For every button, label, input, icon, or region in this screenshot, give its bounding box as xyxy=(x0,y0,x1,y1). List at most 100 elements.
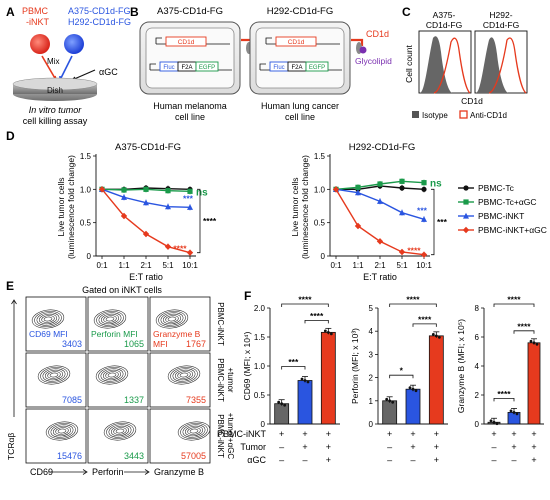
replicate-dot xyxy=(326,330,330,334)
x-tick-label: 10:1 xyxy=(416,261,432,270)
mfi-value: 3403 xyxy=(62,339,82,349)
panel-d-letter: D xyxy=(6,129,15,143)
cell2-caption-1: Human lung cancer xyxy=(261,101,339,111)
anti-cd1d-hist-2 xyxy=(488,37,527,94)
y-tick-label: 1.0 xyxy=(80,185,92,194)
matrix-cell: + xyxy=(531,429,536,439)
x-tick-label: 10:1 xyxy=(182,261,198,270)
y-tick-label: 0.5 xyxy=(314,219,326,228)
x-tick-label: 2:1 xyxy=(140,261,152,270)
c-title1a: A375- xyxy=(433,10,456,20)
y-tick-label: 1.0 xyxy=(314,185,326,194)
data-point xyxy=(143,199,149,206)
caption-a-2: cell killing assay xyxy=(23,116,88,126)
y-axis-label: Live tumor cells xyxy=(56,177,66,236)
annotation-blue-stars: *** xyxy=(183,193,194,203)
flow-x-label: Perforin xyxy=(92,467,124,477)
y-tick-label: 1.5 xyxy=(314,152,326,161)
significance-bracket xyxy=(197,188,201,254)
data-point xyxy=(398,248,406,256)
significance-stars: *** xyxy=(288,357,299,367)
isotype-hist-1 xyxy=(420,36,452,93)
legend-anti: Anti-CD1d xyxy=(470,111,507,120)
mfi-title: Granzyme B xyxy=(153,329,201,339)
legend-marker xyxy=(463,199,469,205)
glycolipid-label: Glycolipid xyxy=(355,56,392,66)
panel-c: C A375- CD1d-FG H292- CD1d-FG Cell count… xyxy=(402,5,528,120)
bar-chart-granzyme-b: 0 2 4 6 8 Granzyme B (MFI; x 10⁵) **** **** **** xyxy=(456,295,544,429)
flow-plot xyxy=(87,352,149,408)
matrix-cell: + xyxy=(387,429,392,439)
row-label: +tumor xyxy=(226,367,235,392)
gene-cd1d-1: CD1d xyxy=(178,39,195,46)
label-inkt: -iNKT xyxy=(26,17,49,27)
bar xyxy=(382,400,398,425)
flow-plot xyxy=(149,352,211,408)
data-point xyxy=(377,198,383,204)
replicate-dot xyxy=(434,334,438,338)
significance-bracket xyxy=(281,366,306,370)
data-point xyxy=(420,251,428,258)
y-axis-label: CD69 (MFI; x 10⁴) xyxy=(242,331,252,400)
annotation-red-stars: **** xyxy=(407,246,421,256)
c-ylabel: Cell count xyxy=(404,44,414,82)
cd1d-gene-box-1 xyxy=(165,36,207,47)
mfi-title-2: MFI xyxy=(153,339,168,349)
arrow-tumor-icon xyxy=(59,55,73,81)
cell1-caption-1: Human melanoma xyxy=(153,101,227,111)
mfi-value: 57005 xyxy=(181,451,206,461)
flow-x-labels: CD69 Perforin Granzyme B xyxy=(11,299,204,477)
y-tick-label: 2 xyxy=(475,391,480,400)
significance-stars: **** xyxy=(517,321,531,331)
caption-a-1: In vitro tumor xyxy=(29,105,83,115)
matrix-cell: + xyxy=(531,455,536,465)
matrix-cell: + xyxy=(326,442,331,452)
data-point xyxy=(121,194,127,200)
e-ylabel: TCRαβ xyxy=(6,433,16,460)
legend-entry: PBMC-iNKT xyxy=(478,211,524,221)
data-point xyxy=(98,186,106,193)
significance-stars: **** xyxy=(507,295,521,305)
tumor-cell-icon xyxy=(64,34,84,54)
replicate-dot xyxy=(515,412,519,416)
line-chart-a375: A375-CD1d-FG 0 0.5 1.0 1.5 0:1 1:1 2:1 5:1 10:1 E:… xyxy=(56,142,217,282)
glycolipid-icon-2 xyxy=(359,46,367,54)
y-tick-label: 6 xyxy=(475,333,480,342)
matrix-cell: + xyxy=(531,442,536,452)
c-title1b: CD1d-FG xyxy=(426,20,462,30)
matrix-cell: – xyxy=(302,455,307,465)
y-tick-label: 5 xyxy=(369,304,374,313)
data-point xyxy=(165,203,171,210)
legend-marker xyxy=(463,185,469,191)
replicate-dot xyxy=(323,329,327,333)
gene-fluc-1: Fluc xyxy=(163,65,174,71)
replicate-dot xyxy=(388,399,392,403)
matrix-cell: + xyxy=(491,429,496,439)
replicate-dot xyxy=(431,332,435,336)
x-tick-label: 1:1 xyxy=(352,261,364,270)
y-tick-label: 1.0 xyxy=(254,362,266,371)
row-label: PBMC-iNKT xyxy=(216,302,225,346)
matrix-cell: + xyxy=(302,429,307,439)
significance-stars: **** xyxy=(497,389,511,399)
y-tick-label: 2 xyxy=(369,374,374,383)
significance-bracket xyxy=(389,303,437,307)
label-h292: H292-CD1d-FG xyxy=(68,17,131,27)
cd1d-label: CD1d xyxy=(366,29,389,39)
replicate-dot xyxy=(529,339,533,343)
label-dish: Dish xyxy=(47,86,63,95)
matrix-cell: + xyxy=(511,442,516,452)
panel-e-letter: E xyxy=(6,279,14,293)
annotation-bracket-stars: *** xyxy=(437,217,448,227)
y-axis-label: Perforin (MFI; x 10³) xyxy=(350,328,360,404)
data-point xyxy=(186,249,194,256)
x-tick-label: 1:1 xyxy=(118,261,130,270)
panel-a-letter: A xyxy=(6,5,15,19)
e-header: Gated on iNKT cells xyxy=(82,285,162,295)
significance-stars: **** xyxy=(406,295,420,305)
x-tick-label: 5:1 xyxy=(162,261,174,270)
replicate-dot xyxy=(277,400,281,404)
data-point xyxy=(187,188,193,194)
